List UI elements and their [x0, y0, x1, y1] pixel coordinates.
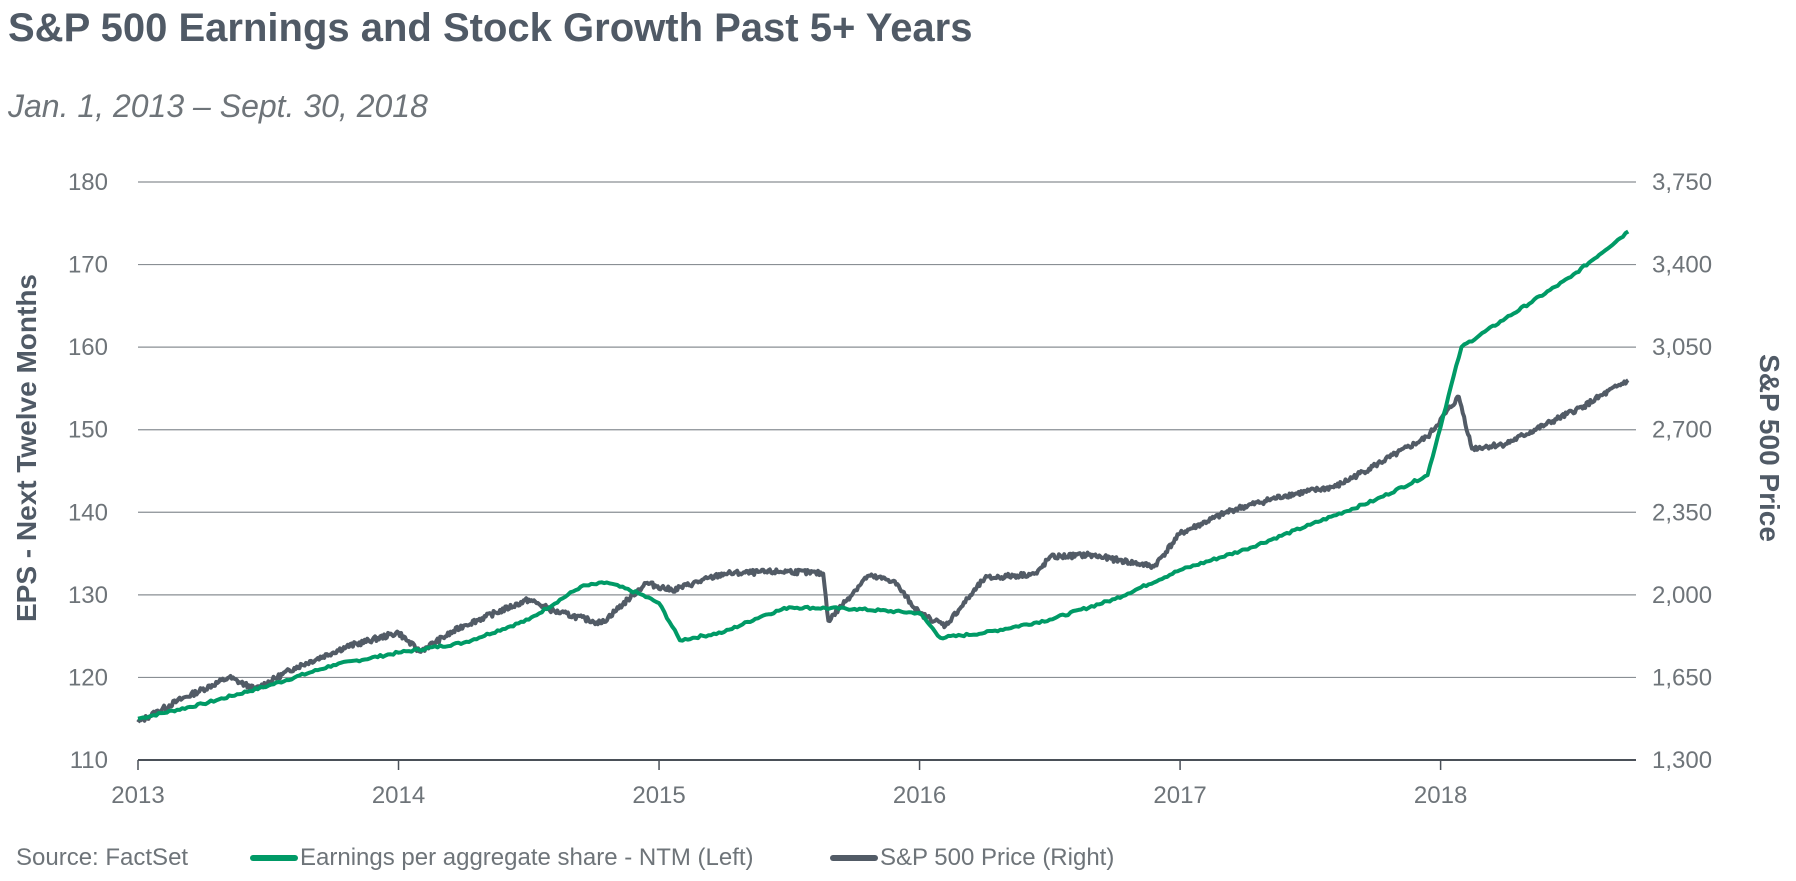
chart-title: S&P 500 Earnings and Stock Growth Past 5… [8, 6, 973, 50]
right-axis-title: S&P 500 Price [1754, 354, 1785, 542]
x-tick-label: 2016 [893, 782, 946, 809]
x-axis-ticks: 2013 2014 2015 2016 2017 2018 [111, 760, 1467, 809]
left-tick-label: 140 [68, 499, 108, 526]
legend-item-price: S&P 500 Price (Right) [830, 844, 1114, 872]
left-axis-ticks: 110 120 130 140 150 160 170 180 [68, 169, 108, 774]
series-layer [136, 229, 1630, 724]
series-line-eps [137, 229, 1630, 721]
legend-label-eps: Earnings per aggregate share - NTM (Left… [300, 844, 754, 871]
left-tick-label: 120 [68, 664, 108, 691]
right-tick-label: 3,050 [1652, 334, 1712, 361]
x-tick-label: 2015 [632, 782, 685, 809]
right-axis-ticks: 1,300 1,650 2,000 2,350 2,700 3,050 3,400 3,750 [1652, 169, 1712, 774]
grid-layer [138, 181, 1636, 761]
right-tick-label: 1,300 [1652, 747, 1712, 774]
right-tick-label: 2,700 [1652, 417, 1712, 444]
legend-label-price: S&P 500 Price (Right) [880, 844, 1115, 871]
x-tick-label: 2014 [372, 782, 425, 809]
left-tick-label: 170 [68, 252, 108, 279]
x-tick-label: 2018 [1414, 782, 1467, 809]
left-axis-title: EPS - Next Twelve Months [11, 274, 42, 622]
left-tick-label: 160 [68, 334, 108, 361]
left-tick-label: 110 [70, 747, 108, 774]
x-tick-label: 2017 [1153, 782, 1206, 809]
legend-item-eps: Earnings per aggregate share - NTM (Left… [250, 844, 754, 872]
x-tick-label: 2013 [111, 782, 164, 809]
chart-subtitle: Jan. 1, 2013 – Sept. 30, 2018 [8, 88, 428, 124]
right-tick-label: 3,400 [1652, 252, 1712, 279]
right-tick-label: 3,750 [1652, 169, 1712, 196]
left-tick-label: 180 [68, 169, 108, 196]
series-line-sp500-price [136, 378, 1630, 724]
left-tick-label: 150 [68, 417, 108, 444]
right-tick-label: 1,650 [1652, 664, 1712, 691]
right-tick-label: 2,350 [1652, 499, 1712, 526]
legend-swatch-eps [250, 855, 298, 861]
left-tick-label: 130 [68, 582, 108, 609]
source-note: Source: FactSet [16, 844, 189, 871]
legend-swatch-price [830, 855, 878, 861]
right-tick-label: 2,000 [1652, 582, 1712, 609]
